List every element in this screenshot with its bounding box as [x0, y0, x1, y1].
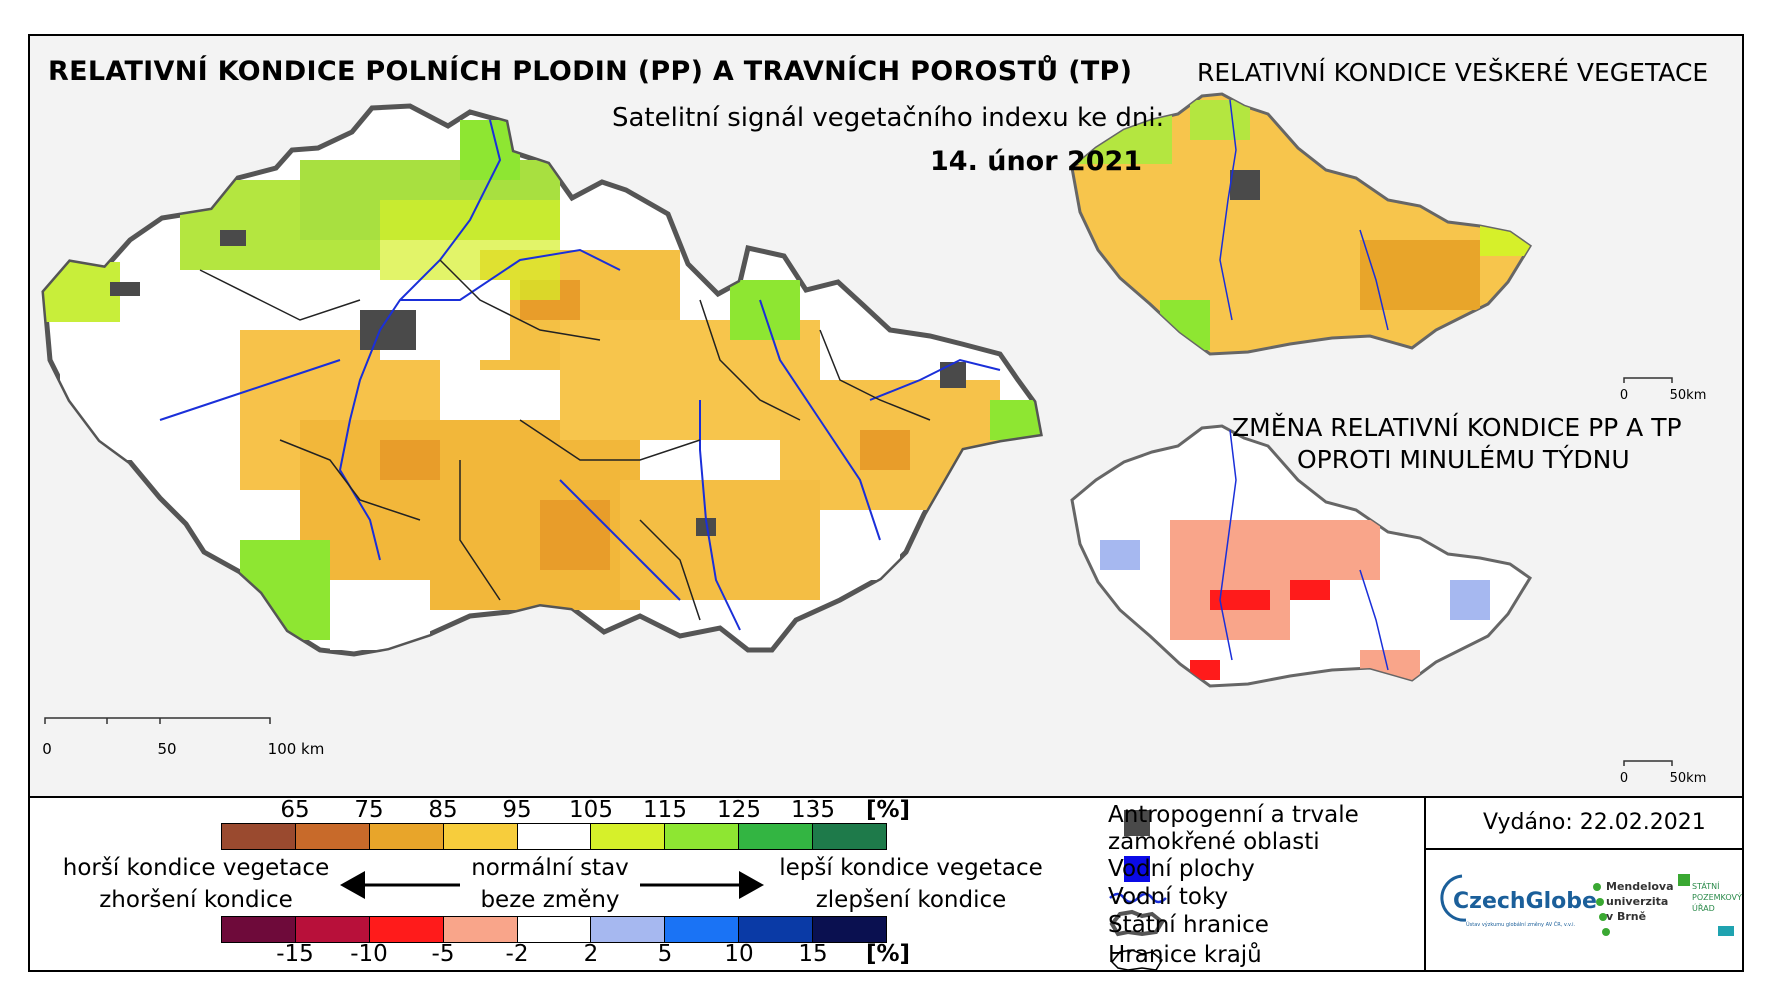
- change-swatch-8: [813, 917, 887, 942]
- issued-date: Vydáno: 22.02.2021: [1483, 810, 1706, 835]
- change-swatch-2: [369, 917, 444, 942]
- change-swatch-3: [443, 917, 518, 942]
- change-unit: [%]: [866, 941, 911, 967]
- date: 14. únor 2021: [930, 146, 1143, 177]
- condition-swatch-5: [591, 824, 666, 849]
- spu-logo-accent: [1718, 926, 1734, 936]
- right-top-title: RELATIVNÍ KONDICE VEŠKERÉ VEGETACE: [1197, 58, 1709, 87]
- legend-rivers: Vodní toky: [1108, 884, 1229, 910]
- condition-tick-0: 65: [280, 797, 310, 823]
- condition-tick-4: 105: [569, 797, 613, 823]
- scale-main-100: 100 km: [267, 740, 325, 758]
- condition-raster: [44, 120, 1040, 650]
- mendelu-line-3: v Brně: [1606, 910, 1647, 923]
- spu-line-3: ÚŘAD: [1692, 904, 1715, 913]
- arrow-left-bottom: zhoršení kondice: [99, 887, 293, 913]
- mendelu-line-2: univerzita: [1606, 895, 1669, 908]
- main-title: RELATIVNÍ KONDICE POLNÍCH PLODIN (PP) A …: [48, 56, 1133, 87]
- region-border-icon: [1110, 949, 1163, 971]
- condition-swatch-0: [222, 824, 296, 849]
- legend-anthro-1: Antropogenní a trvale: [1108, 802, 1359, 828]
- arrow-center-bottom: beze změny: [480, 887, 620, 913]
- change-tick-5: 5: [657, 941, 673, 967]
- right-bottom-title-1: ZMĚNA RELATIVNÍ KONDICE PP A TP: [1232, 413, 1682, 442]
- condition-unit: [%]: [866, 797, 911, 823]
- condition-swatch-3: [443, 824, 518, 849]
- condition-swatch-6: [665, 824, 740, 849]
- change-swatch-7: [739, 917, 814, 942]
- change-tick-4: 2: [583, 941, 599, 967]
- arrow-center-top: normální stav: [471, 855, 629, 881]
- scale-small2-50: 50km: [1669, 771, 1707, 786]
- mendelu-logo-text: Mendelova univerzita v Brně: [1606, 879, 1674, 924]
- change-swatch-6: [665, 917, 740, 942]
- scale-small1-50: 50km: [1669, 388, 1707, 403]
- state-border-icon: [1109, 909, 1165, 937]
- rivers-small2: [1219, 429, 1389, 671]
- scale-small2-0: 0: [1619, 771, 1629, 786]
- arrow-right-icon: [739, 871, 764, 899]
- mendelu-line-1: Mendelova: [1606, 880, 1674, 893]
- change-color-bar: [221, 916, 887, 943]
- scale-main-50: 50: [157, 740, 177, 758]
- arrow-left-top: horší kondice vegetace: [62, 855, 330, 881]
- water-body-icon: [1124, 856, 1150, 882]
- river-icon: [1109, 892, 1167, 904]
- change-swatch-0: [222, 917, 296, 942]
- condition-tick-1: 75: [354, 797, 384, 823]
- change-tick-7: 15: [798, 941, 828, 967]
- arrow-right-bottom: zlepšení kondice: [815, 887, 1007, 913]
- change-swatch-5: [591, 917, 666, 942]
- condition-tick-3: 95: [502, 797, 532, 823]
- condition-tick-5: 115: [643, 797, 687, 823]
- spu-line-1: STÁTNÍ: [1692, 882, 1720, 891]
- arrow-left-icon: [340, 871, 365, 899]
- scale-bar-small1: [1623, 377, 1673, 383]
- change-swatch-4: [517, 917, 592, 942]
- subtitle: Satelitní signál vegetačního indexu ke d…: [612, 103, 1165, 133]
- legend-divider-horizontal: [1424, 848, 1744, 850]
- map-change-raster: [1100, 520, 1490, 680]
- region-borders-main: [199, 259, 931, 621]
- condition-color-bar: [221, 823, 887, 850]
- scale-bar-small2: [1623, 760, 1673, 766]
- condition-swatch-1: [295, 824, 370, 849]
- spu-logo-text: STÁTNÍ POZEMKOVÝ ÚŘAD: [1692, 881, 1742, 914]
- condition-swatch-2: [369, 824, 444, 849]
- legend-state-border: Státní hranice: [1108, 912, 1269, 938]
- legend-region-border: Hranice krajů: [1108, 942, 1262, 968]
- scale-main-0: 0: [42, 740, 52, 758]
- change-tick-6: 10: [724, 941, 754, 967]
- scale-small1-0: 0: [1619, 388, 1629, 403]
- czechglobe-logo-text: CzechGlobe: [1453, 889, 1597, 914]
- change-tick-2: -5: [431, 941, 455, 967]
- change-swatch-1: [295, 917, 370, 942]
- spu-line-2: POZEMKOVÝ: [1692, 893, 1742, 902]
- rivers-small1: [1219, 99, 1389, 331]
- legend-water-bodies: Vodní plochy: [1108, 856, 1255, 882]
- condition-tick-7: 135: [791, 797, 835, 823]
- legend-anthro-2: zamokřené oblasti: [1108, 829, 1320, 855]
- czechglobe-logo-subtext: Ústav výzkumu globální změny AV ČR, v.v.…: [1466, 922, 1576, 928]
- arrow-right-top: lepší kondice vegetace: [779, 855, 1043, 881]
- change-tick-3: -2: [505, 941, 529, 967]
- czechglobe-logo-icon: [1440, 874, 1467, 922]
- legend-divider-vertical: [1424, 796, 1426, 972]
- scale-bar-main: [44, 717, 271, 724]
- condition-swatch-8: [813, 824, 887, 849]
- anthropogenic-icon: [1124, 810, 1150, 836]
- condition-swatch-7: [739, 824, 814, 849]
- right-bottom-title-2: OPROTI MINULÉMU TÝDNU: [1297, 445, 1630, 474]
- condition-tick-2: 85: [428, 797, 458, 823]
- spu-logo-icon: [1678, 874, 1690, 886]
- change-tick-0: -15: [276, 941, 314, 967]
- mendelu-logo-icon: [1593, 883, 1610, 936]
- condition-swatch-4: [517, 824, 592, 849]
- condition-tick-6: 125: [717, 797, 761, 823]
- change-tick-1: -10: [350, 941, 388, 967]
